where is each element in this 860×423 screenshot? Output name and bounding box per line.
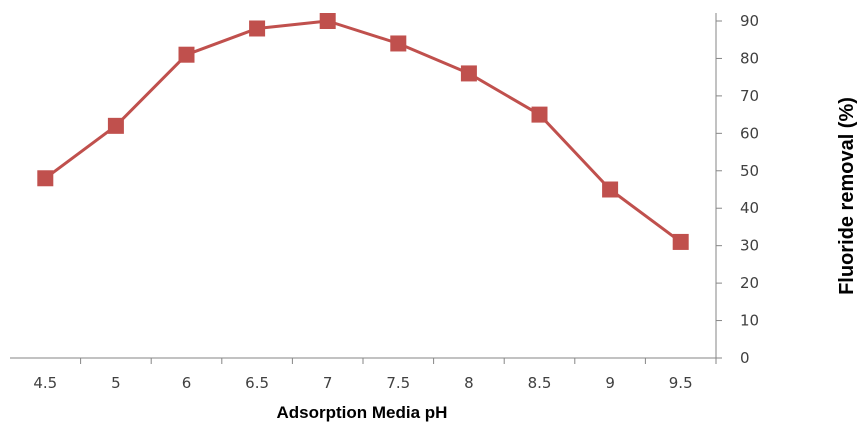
y-tick-label: 20 (740, 274, 759, 292)
x-tick-label: 4.5 (33, 374, 57, 392)
series-line (44, 19, 682, 244)
x-tick-label: 8.5 (528, 374, 552, 392)
data-point-marker (249, 20, 266, 37)
data-point-marker (37, 170, 54, 187)
x-tick-label: 7 (323, 374, 333, 392)
x-tick-label: 9.5 (669, 374, 693, 392)
x-tick-label: 6 (182, 374, 192, 392)
data-point-marker (531, 106, 548, 123)
y-tick-label: 10 (740, 312, 759, 330)
y-axis-title: Fluoride removal (%) (836, 97, 858, 295)
data-point-marker (178, 46, 195, 63)
data-point-marker (390, 35, 407, 52)
x-tick-label: 8 (464, 374, 474, 392)
y-tick-label: 50 (740, 162, 759, 180)
data-point-marker (319, 13, 336, 29)
y-tick-label: 60 (740, 124, 759, 142)
y-tick-label: 30 (740, 237, 759, 255)
data-point-marker (460, 65, 477, 82)
x-tick-label: 9 (605, 374, 615, 392)
x-tick-label: 6.5 (245, 374, 269, 392)
x-tick-label: 7.5 (386, 374, 410, 392)
x-tick-label: 5 (111, 374, 121, 392)
series-group (37, 13, 689, 250)
y-tick-label: 80 (740, 49, 759, 67)
data-point-marker (602, 181, 619, 198)
x-axis-title: Adsorption Media pH (277, 403, 448, 422)
y-tick-label: 40 (740, 199, 759, 217)
y-tick-label: 70 (740, 87, 759, 105)
y-tick-label: 0 (740, 349, 750, 367)
y-tick-label: 90 (740, 12, 759, 30)
tick-group: 4.5 5 6 6.5 7 7.5 8 8.5 9 9.5 0 10 20 30 40 50 60 70 80 90 (33, 12, 759, 392)
data-point-marker (672, 233, 689, 250)
data-point-marker (107, 117, 124, 134)
